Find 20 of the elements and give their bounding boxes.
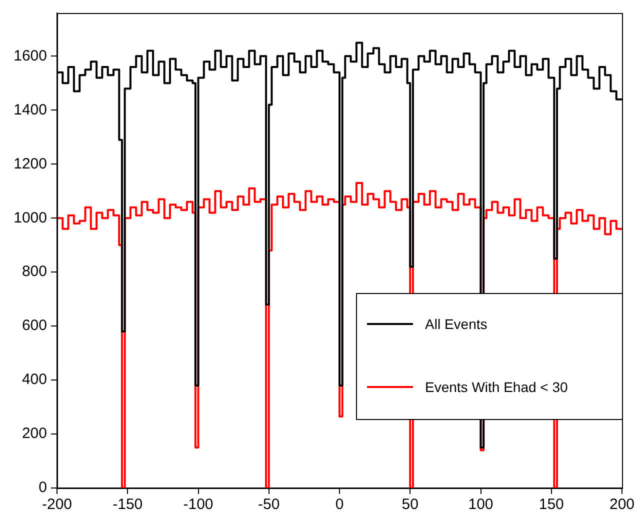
x-tick-label: -200	[42, 496, 72, 514]
x-tick-label: -100	[183, 496, 214, 514]
x-tick-label: 50	[402, 496, 418, 514]
x-tick-label: -50	[258, 496, 280, 514]
y-tick-label: 1000	[14, 209, 47, 226]
y-tick-label: 400	[22, 371, 47, 388]
y-tick-label: 1400	[14, 101, 47, 118]
y-tick-label: 1200	[14, 155, 47, 172]
x-tick-label: 0	[335, 496, 344, 514]
x-tick-label: 150	[538, 496, 564, 514]
x-tick-label: 100	[468, 496, 494, 514]
y-tick-label: 200	[22, 425, 47, 442]
x-tick-label: 200	[609, 496, 635, 514]
legend-label: All Events	[425, 316, 488, 332]
y-tick-label: 600	[22, 317, 47, 334]
y-tick-label: 800	[22, 263, 47, 280]
y-tick-label: 0	[38, 479, 47, 496]
y-tick-label: 1600	[14, 47, 47, 64]
x-tick-label: -150	[112, 496, 143, 514]
legend-label: Events With Ehad < 30	[425, 379, 568, 395]
